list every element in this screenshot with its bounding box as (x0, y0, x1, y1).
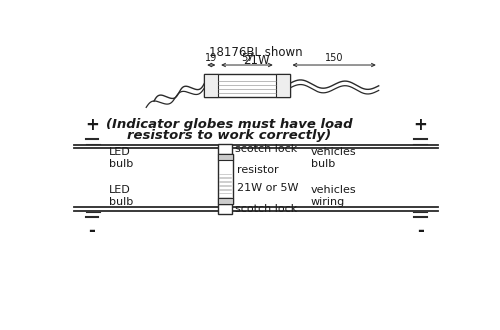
Text: LED
bulb: LED bulb (109, 148, 133, 169)
Bar (218, 198, 233, 204)
Text: 21W or 5W: 21W or 5W (237, 183, 298, 193)
Text: +: + (414, 115, 428, 134)
Text: resistors to work correctly): resistors to work correctly) (127, 129, 331, 142)
Bar (204, 74, 290, 97)
Bar (218, 154, 233, 204)
Bar (218, 144, 232, 154)
Text: (Indicator globes must have load: (Indicator globes must have load (106, 118, 352, 131)
Text: 57: 57 (240, 53, 253, 63)
Text: resistor: resistor (237, 165, 279, 175)
Bar (218, 204, 232, 214)
Text: scotch lock: scotch lock (236, 144, 298, 154)
Bar (276, 74, 289, 97)
Text: 150: 150 (325, 53, 344, 63)
Bar (204, 74, 218, 97)
Text: 21W: 21W (243, 54, 270, 67)
Text: vehicles
wiring: vehicles wiring (310, 185, 356, 207)
Bar (218, 154, 233, 160)
Text: -: - (88, 222, 96, 240)
Text: vehicles
bulb: vehicles bulb (310, 148, 356, 169)
Text: 18176BL shown: 18176BL shown (210, 46, 303, 59)
Text: -: - (417, 222, 424, 240)
Text: LED
bulb: LED bulb (109, 185, 133, 207)
Text: scotch lock: scotch lock (236, 204, 298, 214)
Text: 19: 19 (205, 53, 218, 63)
Text: +: + (85, 115, 99, 134)
